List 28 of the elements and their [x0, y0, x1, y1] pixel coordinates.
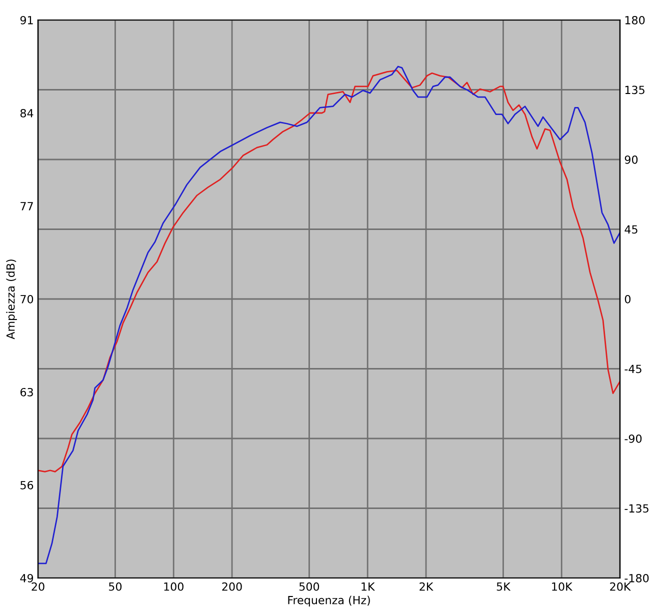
- x-tick-label: 20K: [610, 582, 631, 591]
- y2-tick-label: 135: [625, 86, 644, 94]
- y2-tick-label: -135: [624, 504, 648, 513]
- y-tick-label: 56: [20, 480, 34, 490]
- y2-tick-label: 90: [624, 155, 638, 164]
- y2-tick-label: -45: [624, 364, 642, 374]
- y2-tick-label: 180: [625, 16, 645, 24]
- x-tick-label: 1K: [362, 582, 376, 591]
- x-tick-label: 5K: [496, 582, 511, 591]
- y2-tick-label: 0: [624, 294, 630, 304]
- y2-tick-label: -90: [624, 434, 642, 443]
- y-tick-label: 84: [20, 108, 34, 118]
- x-tick-label: 2K: [420, 582, 434, 591]
- x-tick-label: 10K: [552, 582, 573, 591]
- x-tick-label: 20: [32, 582, 44, 591]
- x-axis-title: Frequenza (Hz): [288, 596, 370, 606]
- y-tick-label: 77: [20, 202, 33, 210]
- y-tick-label: 63: [20, 388, 33, 396]
- y2-tick-label: -180: [624, 574, 649, 582]
- x-tick-label: 100: [164, 582, 184, 591]
- y2-tick-label: 45: [624, 225, 638, 234]
- x-tick-label: 200: [222, 582, 242, 591]
- y-tick-label: 91: [20, 16, 33, 24]
- x-tick-label: 50: [108, 582, 122, 591]
- x-tick-label: 500: [299, 582, 320, 591]
- y-tick-label: 49: [20, 574, 34, 582]
- y-axis-title: Ampiezza (dB): [6, 260, 17, 340]
- y-tick-label: 70: [20, 294, 34, 304]
